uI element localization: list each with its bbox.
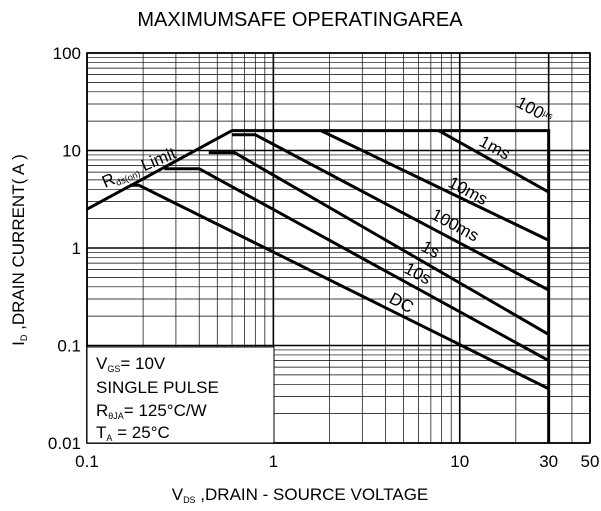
y-axis-label: ID ,DRAIN CURRENT( A ) (9, 154, 29, 346)
t: I (9, 341, 28, 346)
soa-line (164, 167, 550, 362)
condition-ta: TA = 25°C (96, 423, 170, 443)
x-tick-label: 50 (581, 452, 600, 471)
x-axis-label: VDS ,DRAIN - SOURCE VOLTAGE (172, 485, 429, 505)
plot-frame (86, 52, 591, 444)
soa-line (232, 133, 550, 292)
t: DS (183, 495, 196, 505)
soa-line (208, 151, 550, 336)
t: 100 (513, 93, 547, 123)
marks (86, 129, 551, 443)
t: ,DRAIN CURRENT( A ) (9, 154, 28, 334)
t: GS (107, 364, 120, 374)
y-tick-label: 0.1 (57, 337, 81, 356)
t: A (106, 433, 112, 443)
x-tick-label: 10 (450, 452, 469, 471)
y-tick-label: 100 (53, 44, 81, 63)
t: ,DRAIN - SOURCE VOLTAGE (196, 485, 429, 504)
annotation-10ms: 10ms (445, 173, 491, 209)
chart-title: MAXIMUMSAFE OPERATINGAREA (137, 9, 463, 31)
soa-line (86, 129, 233, 211)
t: T (96, 423, 106, 442)
t: V (172, 485, 184, 504)
t: = 10V (120, 354, 166, 373)
condition-vgs: VGS= 10V (96, 354, 166, 374)
x-tick-label: 30 (539, 452, 558, 471)
x-tick-label: 1 (269, 452, 278, 471)
t: = 125°C/W (124, 401, 207, 420)
t: = 25°C (112, 423, 169, 442)
soa-line (129, 183, 550, 391)
annotation-1s: 1s (418, 237, 443, 262)
t: V (96, 354, 108, 373)
x-tick-label: 0.1 (75, 452, 99, 471)
annotation-100us: 100µs (513, 93, 556, 128)
t: R (96, 401, 108, 420)
t: θJA (108, 411, 124, 421)
annotation-dc: DC (386, 289, 417, 317)
condition-rth: RθJA= 125°C/W (96, 401, 207, 421)
t: D (19, 334, 29, 341)
y-tick-label: 10 (62, 142, 81, 161)
conditions-box (86, 346, 275, 444)
soa-line (232, 129, 551, 443)
y-tick-label: 1 (72, 239, 81, 258)
soa-line (437, 129, 550, 194)
y-tick-label: 0.01 (48, 434, 81, 453)
annotation-1ms: 1ms (476, 132, 513, 164)
condition-pulse: SINGLE PULSE (96, 378, 219, 397)
soa-line (320, 129, 550, 242)
